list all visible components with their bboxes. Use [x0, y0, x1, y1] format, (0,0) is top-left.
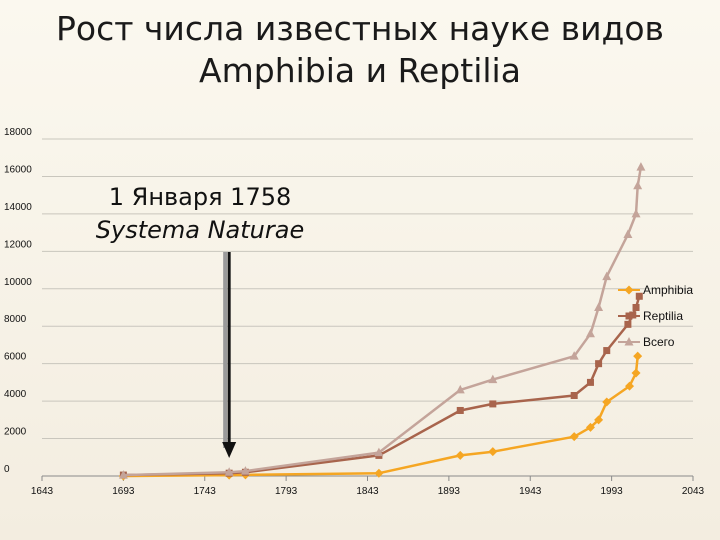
data-point [636, 162, 646, 171]
x-tick-label: 2043 [682, 486, 705, 497]
y-tick-label: 10000 [4, 277, 32, 288]
data-point [569, 432, 579, 442]
series-line [123, 166, 643, 477]
series-3 [118, 162, 646, 479]
data-point [455, 384, 465, 394]
data-point [456, 406, 464, 414]
data-point [631, 208, 641, 218]
annotation-date: 1 Января 1758 [109, 183, 292, 211]
data-point [224, 467, 234, 476]
data-point [629, 311, 637, 319]
annotation-arrowhead [222, 442, 237, 458]
x-tick-label: 1693 [112, 486, 135, 497]
annotation: 1 Января 1758 Systema Naturae [96, 183, 304, 458]
x-tick-label: 1743 [194, 486, 217, 497]
data-point [569, 351, 579, 360]
legend-marker [625, 312, 633, 320]
legend: Amphibia Reptilia Всего [618, 283, 693, 349]
y-tick-label: 6000 [4, 352, 27, 363]
legend-item: Всего [618, 335, 675, 349]
legend-label: Amphibia [643, 283, 693, 297]
x-tick-label: 1843 [356, 486, 379, 497]
y-tick-label: 12000 [4, 239, 32, 250]
legend-item: Amphibia [618, 283, 693, 297]
data-point [594, 415, 604, 425]
data-point [489, 400, 497, 408]
data-point [488, 374, 498, 384]
series-lines [118, 162, 646, 481]
data-point [594, 302, 604, 311]
y-tick-label: 8000 [4, 314, 27, 325]
data-point [625, 381, 635, 391]
data-point [632, 304, 640, 311]
data-point [623, 229, 633, 238]
x-tick-label: 1893 [438, 486, 461, 497]
chart-title: Рост числа известных науке видов Amphibi… [0, 8, 720, 92]
x-tick-label: 1793 [275, 486, 298, 497]
data-point [602, 271, 612, 281]
y-tick-labels: 0 2000 4000 6000 8000 10000 12000 14000 16000 180… [4, 127, 32, 475]
y-tick-label: 18000 [4, 127, 32, 138]
y-tick-label: 14000 [4, 202, 32, 213]
data-point [570, 391, 578, 399]
data-point [635, 292, 643, 300]
annotation-book: Systema Naturae [96, 216, 304, 244]
y-tick-label: 2000 [4, 427, 27, 438]
data-point [595, 360, 603, 368]
y-tick-label: 16000 [4, 164, 32, 175]
data-point [118, 470, 128, 479]
y-tick-label: 0 [4, 464, 10, 475]
y-tick-label: 4000 [4, 389, 27, 400]
data-point [633, 351, 643, 361]
x-tick-labels: 1643 1693 1743 1793 1843 1893 1943 1993 2043 [31, 486, 705, 497]
legend-label: Reptilia [643, 309, 683, 323]
series-1 [118, 351, 643, 481]
x-tick-label: 1993 [601, 486, 624, 497]
x-tick-label: 1943 [519, 486, 542, 497]
x-tick-label: 1643 [31, 486, 54, 497]
data-point [374, 468, 384, 478]
data-point [585, 328, 595, 338]
data-point [455, 450, 465, 460]
chart-title-line1: Рост числа известных науке видов [55, 9, 664, 48]
data-point [624, 320, 632, 328]
chart-title-line2: Amphibia и Reptilia [199, 51, 521, 90]
legend-marker [624, 285, 634, 295]
data-point [631, 368, 641, 378]
data-point [633, 180, 643, 190]
data-point [374, 447, 384, 457]
data-point [603, 347, 611, 355]
data-point [586, 378, 594, 386]
data-point [488, 447, 498, 457]
series-line [123, 295, 641, 477]
legend-item: Reptilia [618, 309, 683, 323]
data-point [240, 466, 250, 475]
data-point [602, 397, 612, 407]
data-point [585, 422, 595, 432]
gridlines [42, 138, 693, 440]
legend-marker [624, 337, 634, 346]
legend-label: Всего [643, 335, 675, 349]
